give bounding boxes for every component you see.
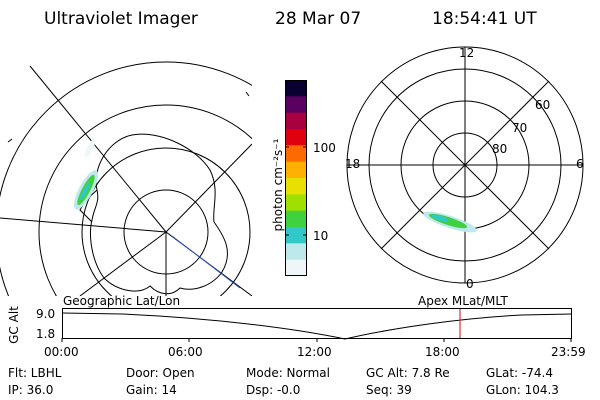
colorbar-unit-label: photon cm⁻²s⁻¹ xyxy=(271,138,285,232)
colorbar-band xyxy=(285,210,307,228)
mlt-label-6: 6 xyxy=(576,157,584,171)
time-label: 18:54:41 UT xyxy=(432,9,537,29)
colorbar-tick-100: 100 xyxy=(313,141,336,155)
gc-alt-info: GC Alt: 7.8 Re xyxy=(366,366,450,380)
x-tick-2359: 23:59 xyxy=(551,345,586,359)
colorbar-band xyxy=(285,145,307,163)
coastline-outline xyxy=(90,133,228,295)
colorbar-tick-10: 10 xyxy=(313,229,329,243)
colorbar-band xyxy=(285,129,307,146)
alt-y-label: GC Alt xyxy=(7,306,21,344)
instrument-title: Ultraviolet Imager xyxy=(44,9,198,29)
gain-info: Gain: 14 xyxy=(126,383,177,397)
mlt-label-18: 18 xyxy=(345,157,361,171)
dsp-info: Dsp: -0.0 xyxy=(246,383,301,397)
colorbar-band xyxy=(285,243,307,261)
colorbar-band xyxy=(285,259,307,277)
mlt-label-0: 0 xyxy=(466,277,474,291)
aurora-emission-geo xyxy=(73,139,99,210)
colorbar-bands xyxy=(285,80,307,277)
longitude-lines xyxy=(0,65,252,296)
altitude-curve xyxy=(61,312,573,340)
x-tick-0000: 00:00 xyxy=(44,345,79,359)
lat-label-60: 60 xyxy=(535,98,551,112)
colorbar-band xyxy=(285,178,307,195)
ip-info: IP: 36.0 xyxy=(8,383,54,397)
colorbar-band xyxy=(285,80,307,97)
seq-info: Seq: 39 xyxy=(366,383,412,397)
mlt-label-12: 12 xyxy=(459,46,475,60)
geographic-map xyxy=(0,61,252,296)
lat-label-70: 70 xyxy=(512,121,528,135)
alt-y-bottom: 1.8 xyxy=(36,327,56,341)
x-tick-1200: 12:00 xyxy=(297,345,332,359)
colorbar-band xyxy=(285,227,307,244)
altitude-timeline xyxy=(61,308,573,342)
satellite-track xyxy=(171,235,241,289)
door-info: Door: Open xyxy=(126,366,195,380)
mlt-polar-plot xyxy=(346,46,584,284)
x-tick-1800: 18:00 xyxy=(425,345,460,359)
x-tick-0600: 06:00 xyxy=(168,345,203,359)
lat-label-80: 80 xyxy=(492,142,508,156)
grid-tick-marks xyxy=(7,91,250,143)
date-label: 28 Mar 07 xyxy=(275,9,362,29)
colorbar-band xyxy=(285,96,307,114)
colorbar-band xyxy=(285,112,307,130)
filter-info: Flt: LBHL xyxy=(8,366,62,380)
colorbar xyxy=(285,80,307,277)
mlt-caption: Apex MLat/MLT xyxy=(418,294,508,308)
mode-info: Mode: Normal xyxy=(246,366,330,380)
colorbar-band xyxy=(285,194,307,212)
glon-info: GLon: 104.3 xyxy=(486,383,559,397)
aurora-emission-mlt xyxy=(423,211,477,233)
colorbar-band xyxy=(285,161,307,179)
alt-y-top: 9.0 xyxy=(36,307,56,321)
geo-caption: Geographic Lat/Lon xyxy=(63,294,181,308)
glat-info: GLat: -74.4 xyxy=(486,366,553,380)
